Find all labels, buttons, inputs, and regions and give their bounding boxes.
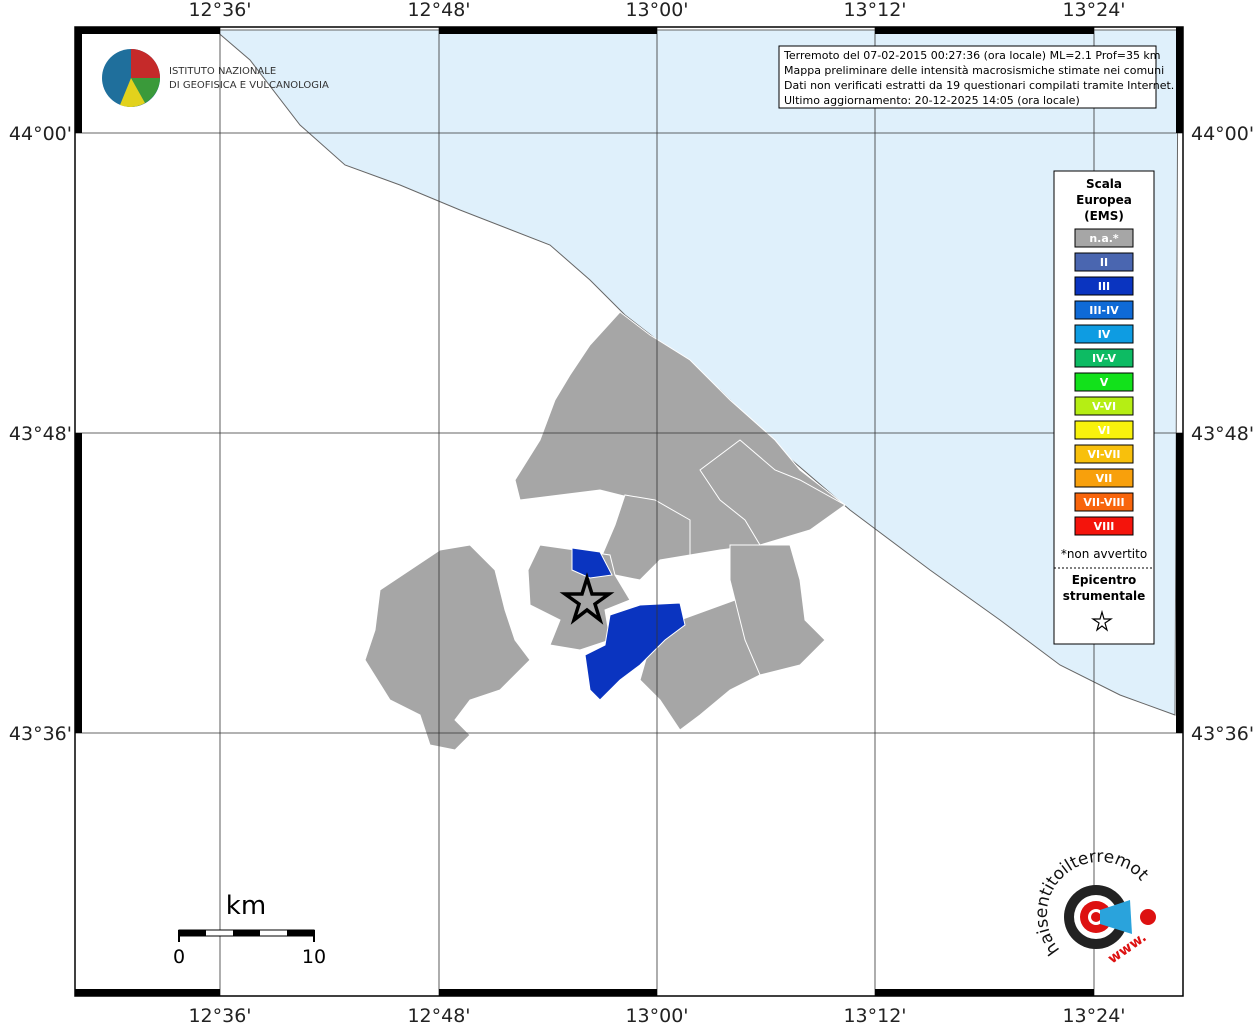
frame-bar [1176,433,1183,733]
legend-star [1091,609,1113,632]
legend-epicenter: Epicentro [1072,573,1137,587]
municipality-iii [571,547,613,579]
frame-bar [75,27,82,133]
legend-epicenter: strumentale [1063,589,1146,603]
ingv-logo: ISTITUTO NAZIONALE DI GEOFISICA E VULCAN… [102,49,329,107]
legend-label: VII [1096,472,1113,485]
frame-bar [875,989,1094,996]
legend-label: VII-VIII [1083,496,1124,509]
lon-label: 12°48' [407,0,470,21]
info-line: Ultimo aggiornamento: 20-12-2025 14:05 (… [784,94,1080,107]
scale-label: 10 [302,946,326,968]
legend-swatch [1074,444,1134,464]
legend-swatch [1074,492,1134,512]
municipality [729,544,826,676]
map-area [213,29,1179,751]
axis-labels: 12°36' 12°36' 12°48' 12°48' 13°00' 13°00' 13°1… [9,0,1254,1027]
frame-bar [75,27,220,34]
lon-label: 13°00' [625,1005,688,1024]
legend-label: VIII [1094,520,1115,533]
legend-label: V [1100,376,1109,389]
frame-bar [439,27,657,34]
info-line: Mappa preliminare delle intensità macros… [784,64,1164,77]
legend-label: VI-VII [1087,448,1120,461]
legend-swatch [1074,516,1134,536]
municipality [364,544,531,751]
lat-label: 43°48' [1191,423,1254,445]
lon-label: 12°48' [407,1005,470,1024]
scale-unit: km [226,891,266,921]
frame [74,26,1184,997]
legend-swatch [1074,276,1134,296]
legend-swatch [1074,420,1134,440]
institute-name: ISTITUTO NAZIONALE [169,66,276,77]
lon-label: 13°24' [1062,0,1125,21]
lat-label: 44°00' [1191,123,1254,145]
lat-label: 43°36' [9,723,72,745]
legend-label: n.a.* [1089,232,1119,245]
lat-label: 44°00' [9,123,72,145]
lon-label: 13°24' [1062,1005,1125,1024]
legend-title: Scala [1086,177,1122,191]
frame-bar [75,433,82,733]
frame-bar [875,27,1094,34]
info-line: Dati non verificati estratti da 19 quest… [784,79,1174,92]
lon-label: 13°12' [843,0,906,21]
legend-label: IV [1098,328,1111,341]
scale-bar: km 0 10 [173,891,326,968]
legend-swatch [1074,300,1134,320]
lon-label: 13°12' [843,1005,906,1024]
legend-swatch [1074,228,1134,248]
legend-label: VI [1098,424,1111,437]
info-box: Terremoto del 07-02-2015 00:27:36 (ora l… [778,45,1174,109]
legend-swatch [1074,252,1134,272]
legend-title: (EMS) [1084,209,1124,223]
institute-name: DI GEOFISICA E VULCANOLOGIA [169,80,329,91]
frame-bar [75,989,220,996]
municipality [599,494,691,581]
legend: Scala Europea (EMS) *non avvertito Epice… [1053,170,1155,645]
lat-label: 43°48' [9,423,72,445]
legend-swatch [1074,372,1134,392]
legend-note: *non avvertito [1061,547,1147,561]
legend-label: V-VI [1092,400,1116,413]
legend-title: Europea [1076,193,1132,207]
legend-label: III [1098,280,1110,293]
info-frame [778,45,1157,109]
legend-swatch [1074,396,1134,416]
scale-label: 0 [173,946,185,968]
frame-bar [1176,27,1183,133]
legend-swatch [1074,468,1134,488]
lon-label: 12°36' [188,0,251,21]
legend-label: III-IV [1089,304,1119,317]
epicenter-star [559,572,615,625]
lat-label: 43°36' [1191,723,1254,745]
lon-label: 12°36' [188,1005,251,1024]
legend-swatch [1074,348,1134,368]
legend-swatch [1074,324,1134,344]
frame-bar [439,989,657,996]
municipality-iii [584,602,686,701]
legend-label: II [1100,256,1108,269]
municipality [699,439,846,546]
info-line: Terremoto del 07-02-2015 00:27:36 (ora l… [783,49,1161,62]
lon-label: 13°00' [625,0,688,21]
legend-label: IV-V [1092,352,1117,365]
